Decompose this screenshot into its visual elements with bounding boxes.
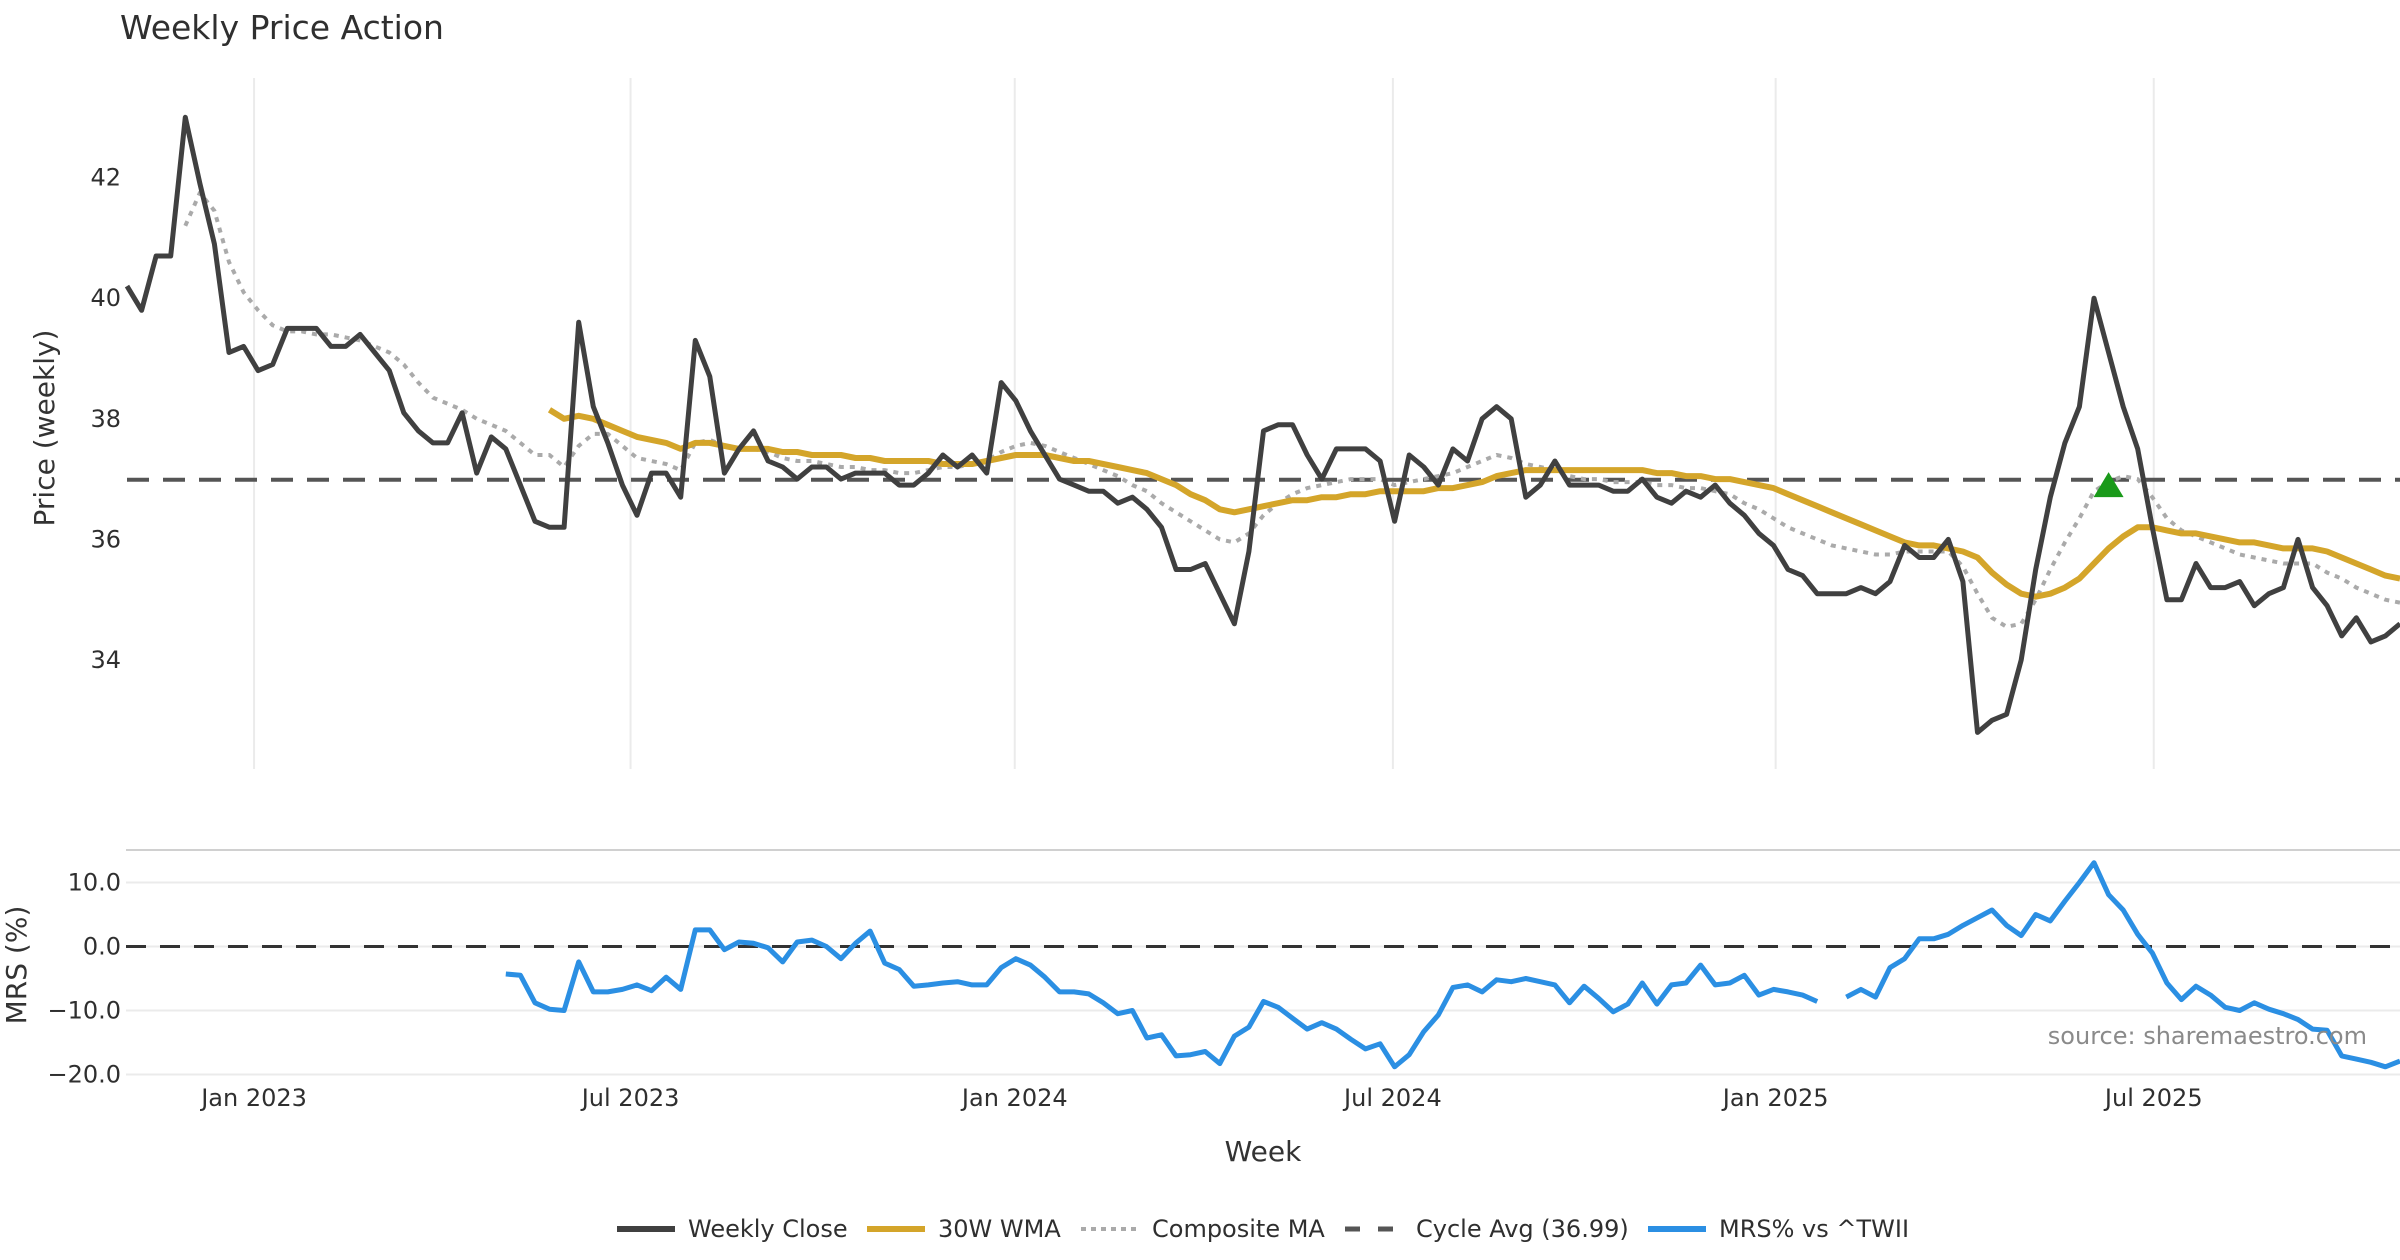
mrs-panel-series <box>505 860 2400 1070</box>
y-tick-label: 0.0 <box>83 933 121 961</box>
mrs-line <box>505 860 2400 1070</box>
legend-item: MRS% vs ^TWII <box>1648 1215 1909 1243</box>
legend-label: MRS% vs ^TWII <box>1719 1215 1909 1243</box>
mrs-y-axis-label: MRS (%) <box>0 906 33 1025</box>
legend: Weekly Close 30W WMA Composite MA Cycle Avg… <box>617 1215 1909 1243</box>
y-tick-label: 38 <box>90 405 121 433</box>
x-axis-label: Week <box>1225 1135 1302 1168</box>
legend-label: Weekly Close <box>688 1215 848 1243</box>
mrs-panel-gridlines <box>126 881 2400 1076</box>
legend-item: Cycle Avg (36.99) <box>1345 1215 1629 1243</box>
y-tick-label: −10.0 <box>47 997 121 1025</box>
legend-item: Weekly Close <box>617 1215 848 1243</box>
y-tick-label: 36 <box>90 525 121 553</box>
price-panel-gridlines <box>253 78 2155 769</box>
y-tick-label: 34 <box>90 646 121 674</box>
x-tick-label: Jan 2024 <box>960 1084 1068 1112</box>
price-panel-markers <box>2093 472 2124 498</box>
signal-triangle-marker <box>2093 472 2124 498</box>
x-tick-label: Jan 2025 <box>1721 1084 1829 1112</box>
price-panel-y-ticks: 34 36 38 40 42 <box>90 164 121 674</box>
legend-item: 30W WMA <box>867 1215 1061 1243</box>
x-tick-label: Jul 2024 <box>1342 1084 1442 1112</box>
x-tick-label: Jul 2025 <box>2103 1084 2203 1112</box>
wma-30w-line <box>547 407 2400 600</box>
source-watermark: source: sharemaestro.com <box>2048 1022 2367 1050</box>
chart-title: Weekly Price Action <box>120 8 444 47</box>
legend-label: Cycle Avg (36.99) <box>1416 1215 1629 1243</box>
x-tick-label: Jul 2023 <box>580 1084 680 1112</box>
x-axis-ticks: Jan 2023 Jul 2023 Jan 2024 Jul 2024 Jan 2025… <box>199 1084 2202 1112</box>
price-panel-series <box>124 114 2400 735</box>
y-tick-label: 40 <box>90 284 121 312</box>
x-tick-label: Jan 2023 <box>199 1084 307 1112</box>
legend-label: 30W WMA <box>938 1215 1061 1243</box>
y-tick-label: −20.0 <box>47 1061 121 1089</box>
mrs-panel-y-ticks: 10.0 0.0 −10.0 −20.0 <box>47 869 121 1089</box>
y-tick-label: 42 <box>90 164 121 192</box>
legend-item: Composite MA <box>1081 1215 1325 1243</box>
composite-ma-line <box>183 190 2400 629</box>
price-y-axis-label: Price (weekly) <box>28 330 61 527</box>
legend-label: Composite MA <box>1152 1215 1325 1243</box>
y-tick-label: 10.0 <box>68 869 121 897</box>
weekly-close-line <box>124 114 2400 735</box>
